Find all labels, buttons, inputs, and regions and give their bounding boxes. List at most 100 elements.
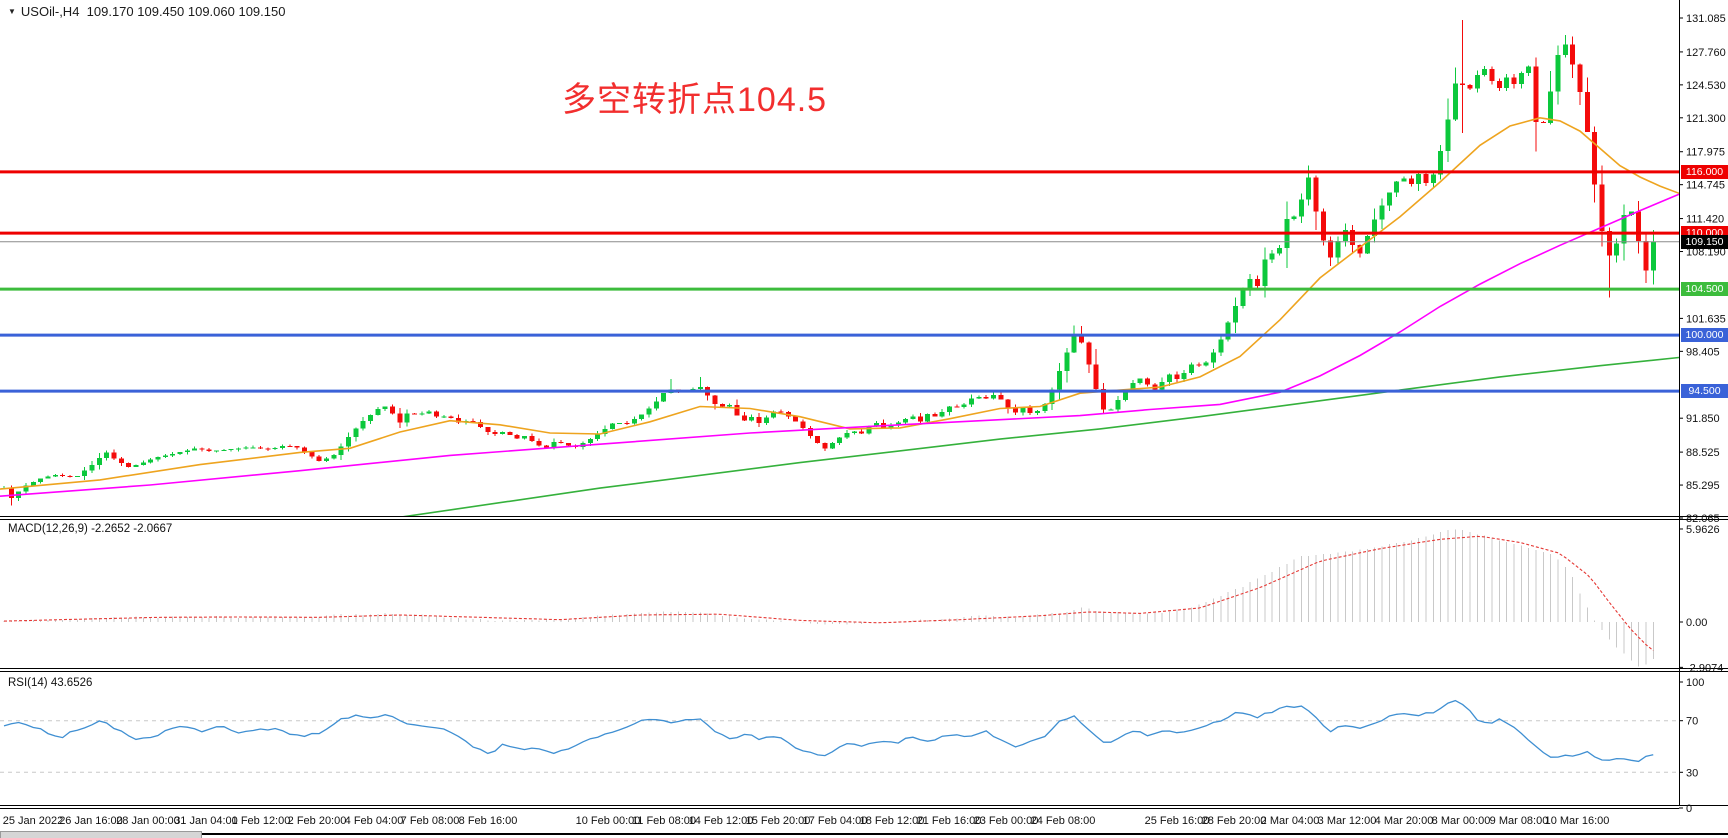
- rsi-axis-label: 70: [1686, 716, 1698, 728]
- candle-body: [389, 406, 395, 414]
- candle-body: [126, 462, 132, 467]
- candle-body: [280, 445, 286, 448]
- candle-body: [419, 413, 425, 415]
- candle-body: [243, 447, 249, 449]
- rsi-line: [3, 699, 1654, 763]
- candle-body: [1210, 352, 1216, 363]
- candle-body: [1364, 236, 1370, 254]
- time-axis-label: 21 Feb 16:00: [917, 815, 982, 827]
- candle-body: [441, 416, 447, 418]
- candle-body: [543, 445, 549, 448]
- price-axis-label: 101.635: [1686, 313, 1726, 325]
- time-axis-label: 25 Jan 2022: [3, 815, 64, 827]
- candle-body: [947, 406, 953, 412]
- candle-body: [1416, 173, 1422, 184]
- ma-fast-line[interactable]: [0, 116, 1679, 490]
- candle-body: [983, 397, 989, 399]
- time-axis-label: 15 Feb 20:00: [746, 815, 811, 827]
- annotation-label[interactable]: 多空转折点104.5: [562, 81, 828, 119]
- candle-body: [1115, 400, 1121, 410]
- candle-body: [8, 488, 14, 499]
- collapse-indicators-icon[interactable]: ▼: [8, 7, 16, 16]
- candle-body: [23, 485, 29, 492]
- current-price-badge: 109.150: [1681, 234, 1728, 249]
- candle-body: [485, 427, 491, 433]
- candle-body: [338, 446, 344, 455]
- candle-body: [793, 416, 799, 422]
- candle-body: [1306, 177, 1312, 200]
- candle-body: [250, 447, 256, 449]
- candle-body: [1269, 253, 1275, 260]
- candle-body: [133, 465, 139, 467]
- price-axis-label: 111.420: [1686, 214, 1724, 226]
- time-axis-label: 17 Feb 04:00: [803, 815, 868, 827]
- candle-body: [404, 413, 410, 423]
- candle-body: [646, 408, 652, 415]
- candle-body: [1196, 364, 1202, 366]
- candle-body: [873, 422, 879, 427]
- candle-body: [258, 447, 264, 449]
- ma-slow-line[interactable]: [390, 356, 1679, 519]
- time-axis-label: 23 Feb 00:00: [974, 815, 1039, 827]
- macd-axis-label: -2.9074: [1686, 662, 1723, 674]
- candle-body: [1548, 91, 1554, 123]
- ma-mid-line[interactable]: [0, 193, 1679, 497]
- candle-body: [118, 458, 124, 463]
- candle-body: [1401, 178, 1407, 182]
- candle-body: [331, 454, 337, 459]
- candle-body: [82, 470, 88, 477]
- bottom-scroll-stub[interactable]: [0, 831, 202, 838]
- candle-body: [954, 406, 960, 408]
- rsi-pane: [0, 699, 1679, 773]
- time-axis-label: 8 Feb 16:00: [459, 815, 518, 827]
- price-badge-100.000: 100.000: [1681, 328, 1728, 343]
- candle-body: [397, 413, 403, 423]
- time-axis-label: 18 Feb 12:00: [860, 815, 925, 827]
- candle-body: [639, 414, 645, 420]
- candle-body: [763, 417, 769, 423]
- time-axis-label: 2 Mar 04:00: [1261, 815, 1320, 827]
- candle-body: [89, 464, 95, 471]
- candle-body: [221, 449, 227, 451]
- candle-body: [382, 406, 388, 409]
- candle-body: [1159, 381, 1165, 390]
- price-badge-116.000: 116.000: [1681, 164, 1728, 179]
- candle-body: [1005, 399, 1011, 408]
- candle-body: [661, 393, 667, 402]
- candle-body: [1518, 72, 1524, 85]
- candle-body: [1386, 192, 1392, 206]
- candle-body: [375, 408, 381, 415]
- candle-body: [1071, 336, 1077, 353]
- candle-body: [756, 416, 762, 423]
- candle-body: [998, 395, 1004, 400]
- candle-body: [1599, 184, 1605, 232]
- candle-body: [96, 457, 102, 465]
- candle-body: [1218, 339, 1224, 353]
- candle-body: [199, 448, 205, 450]
- candle-body: [470, 420, 476, 422]
- time-axis-label: 4 Mar 20:00: [1375, 815, 1434, 827]
- candle-body: [1086, 342, 1092, 365]
- candle-body: [1254, 279, 1260, 286]
- price-axis-label: 85.295: [1686, 480, 1720, 492]
- candle-body: [712, 395, 718, 405]
- candle-body: [1342, 229, 1348, 242]
- macd-signal-line: [3, 535, 1654, 651]
- candle-body: [727, 404, 733, 407]
- candle-body: [1262, 259, 1268, 286]
- candle-body: [859, 431, 865, 434]
- candle-body: [236, 448, 242, 450]
- candle-body: [1276, 247, 1282, 254]
- macd-axis-label: 5.9626: [1686, 524, 1720, 536]
- candle-body: [52, 474, 58, 477]
- candle-body: [368, 414, 373, 421]
- candle-body: [521, 436, 527, 439]
- candle-body: [1225, 322, 1231, 340]
- candle-body: [815, 436, 821, 443]
- candle-body: [1467, 84, 1473, 89]
- candle-body: [448, 416, 454, 418]
- candle-body: [1408, 178, 1414, 184]
